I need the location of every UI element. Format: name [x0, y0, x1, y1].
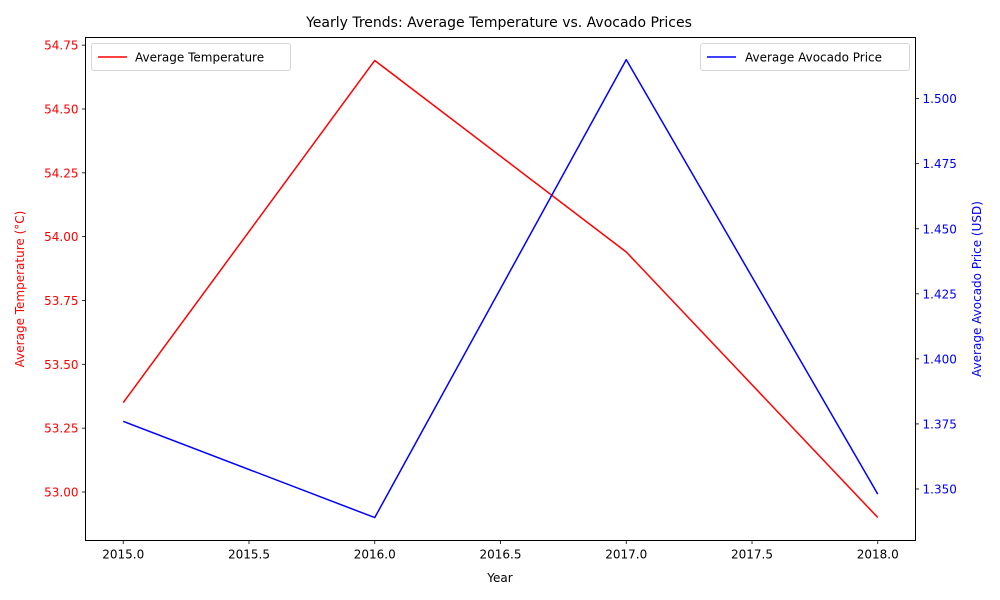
right-y-axis: 1.350 1.375 1.400 1.425 1.450 1.475 1.500: [915, 92, 957, 496]
x-tick-label: 2017.0: [605, 548, 647, 562]
left-y-tick-label: 53.75: [44, 294, 78, 308]
x-tick-label: 2016.0: [354, 548, 396, 562]
x-tick-label: 2018.0: [857, 548, 899, 562]
plot-lines: [122, 58, 879, 519]
legend-avocado-price: Average Avocado Price: [700, 43, 910, 71]
right-y-tick-label: 1.350: [923, 482, 957, 496]
left-y-tick-label: 54.50: [44, 102, 78, 116]
left-y-tick-label: 54.00: [44, 230, 78, 244]
legend-avocado-price-label: Average Avocado Price: [745, 51, 882, 65]
chart-title: Yearly Trends: Average Temperature vs. A…: [305, 15, 692, 31]
left-y-axis-label: Average Temperature (°C): [13, 211, 27, 368]
x-tick-label: 2015.0: [102, 548, 144, 562]
x-tick-label: 2017.5: [731, 548, 773, 562]
right-y-tick-label: 1.400: [923, 352, 957, 366]
left-y-tick-label: 54.25: [44, 166, 78, 180]
x-axis-label: Year: [486, 571, 512, 585]
right-y-tick-label: 1.450: [923, 222, 957, 236]
left-y-tick-label: 54.75: [44, 39, 78, 53]
temperature-series-line: [122, 59, 879, 519]
left-y-axis: 53.00 53.25 53.50 53.75 54.00 54.25 54.50 54.75: [44, 39, 86, 499]
right-y-tick-label: 1.475: [923, 157, 957, 171]
x-tick-label: 2015.5: [228, 548, 270, 562]
left-y-tick-label: 53.25: [44, 422, 78, 436]
left-y-tick-label: 53.50: [44, 358, 78, 372]
legend-avocado-price-box: [700, 43, 910, 71]
right-y-tick-label: 1.425: [923, 287, 957, 301]
legend-temperature-label: Average Temperature: [135, 51, 264, 65]
right-y-axis-label: Average Avocado Price (USD): [970, 201, 984, 377]
left-y-tick-label: 53.00: [44, 485, 78, 499]
right-y-tick-label: 1.375: [923, 417, 957, 431]
plot-frame: [85, 37, 916, 541]
right-y-tick-label: 1.500: [923, 92, 957, 106]
x-tick-label: 2016.5: [480, 548, 522, 562]
legend-temperature: Average Temperature: [91, 43, 291, 71]
avocado-price-series-line: [122, 58, 879, 519]
legend-temperature-box: [91, 43, 291, 71]
x-axis: 2015.0 2015.5 2016.0 2016.5 2017.0 2017.5 2018…: [102, 540, 899, 562]
